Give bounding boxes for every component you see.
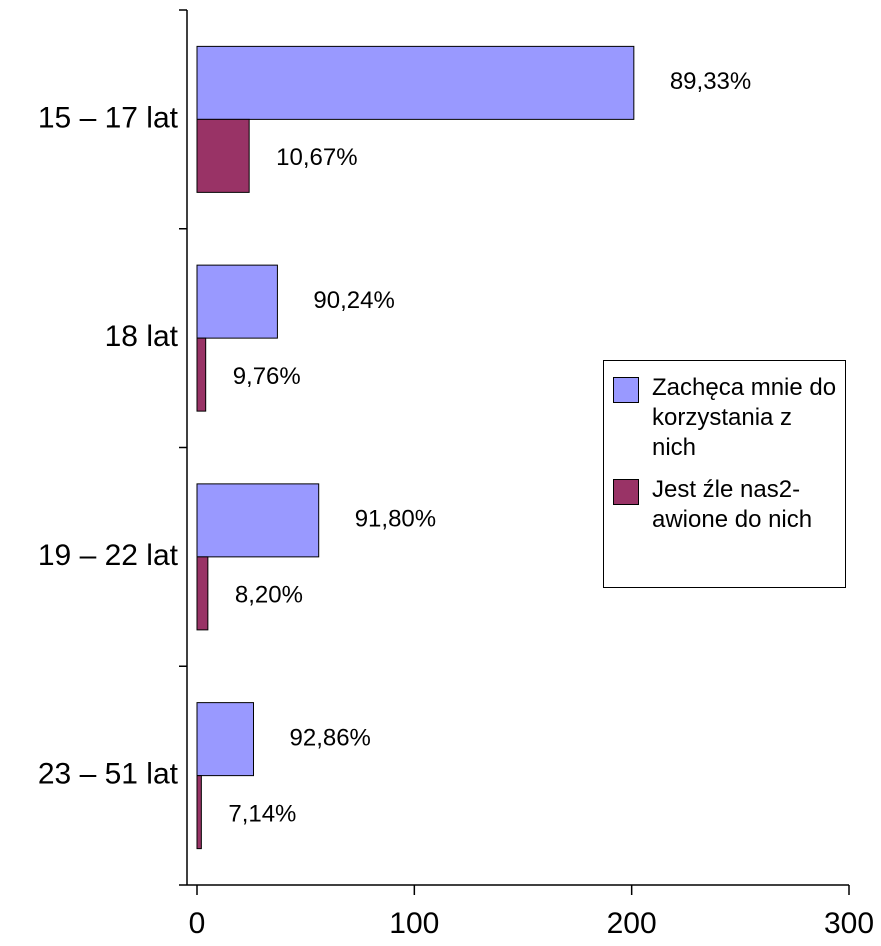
data-label: 9,76%	[233, 363, 301, 390]
x-tick-label: 0	[189, 907, 206, 940]
bar	[196, 45, 635, 120]
legend: Zachęca mnie do korzystania z nich Jest ź…	[603, 360, 846, 588]
legend-item: Zachęca mnie do korzystania z nich	[604, 373, 842, 463]
legend-swatch	[613, 479, 639, 505]
data-label: 8,20%	[235, 582, 303, 609]
y-tick-label: 15 – 17 lat	[38, 101, 179, 134]
legend-swatch	[613, 377, 639, 403]
x-tick-label: 100	[389, 907, 439, 940]
data-label: 89,33%	[670, 68, 751, 95]
bar	[196, 337, 207, 412]
x-tick-label: 200	[607, 907, 657, 940]
data-label: 92,86%	[290, 724, 371, 751]
data-label: 90,24%	[313, 287, 394, 314]
bar	[196, 556, 209, 631]
data-label: 91,80%	[355, 506, 436, 533]
legend-item: Jest źle nas2-awione do nich	[604, 475, 842, 535]
bar	[196, 264, 278, 339]
legend-label: Zachęca mnie do korzystania z nich	[652, 374, 837, 461]
y-tick-label: 23 – 51 lat	[38, 758, 179, 791]
bar	[196, 483, 320, 558]
bar	[196, 702, 255, 777]
y-tick-label: 19 – 22 lat	[38, 539, 179, 572]
bar	[196, 118, 250, 193]
x-tick-label: 300	[824, 907, 874, 940]
legend-label: Jest źle nas2-awione do nich	[652, 476, 813, 533]
data-label: 7,14%	[228, 800, 296, 827]
y-tick-label: 18 lat	[105, 320, 179, 353]
data-label: 10,67%	[276, 144, 357, 171]
bar	[196, 775, 202, 850]
